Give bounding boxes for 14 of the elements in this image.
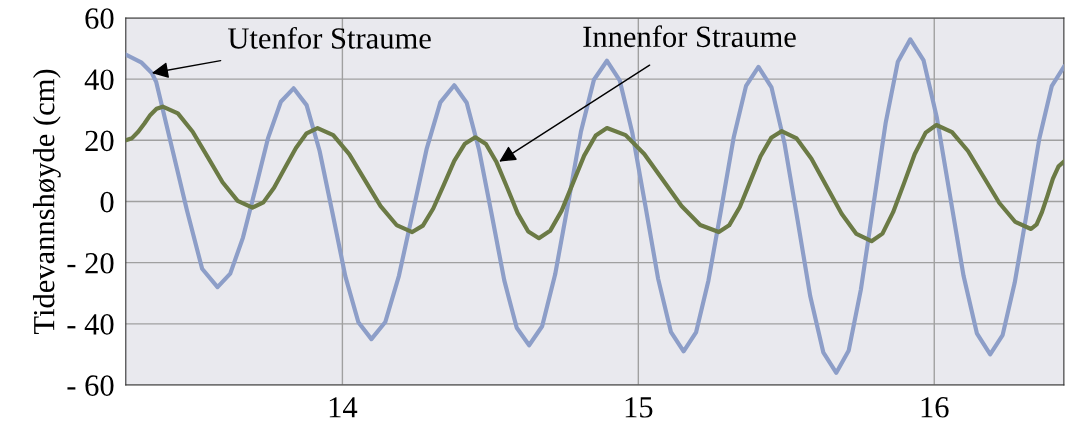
line-series	[125, 104, 1064, 244]
annotation: Innenfor Straume	[583, 25, 796, 48]
y-tick-label: - 40	[67, 314, 114, 335]
y-tick-label: 40	[84, 69, 114, 91]
x-tick-label: 15	[625, 397, 653, 418]
y-tick-label: - 60	[67, 375, 114, 396]
y-axis-title: Tidevannshøyde (cm)	[32, 69, 61, 335]
y-tick-label: 60	[85, 8, 114, 29]
y-tick-label: 20	[85, 130, 114, 152]
x-tick-label: 14	[329, 397, 358, 418]
y-tick-label: 0	[100, 191, 114, 213]
y-tick-label: - 20	[67, 252, 114, 274]
annotation: Utenfor Straume	[228, 26, 431, 49]
x-tick-label: 16	[921, 397, 949, 418]
